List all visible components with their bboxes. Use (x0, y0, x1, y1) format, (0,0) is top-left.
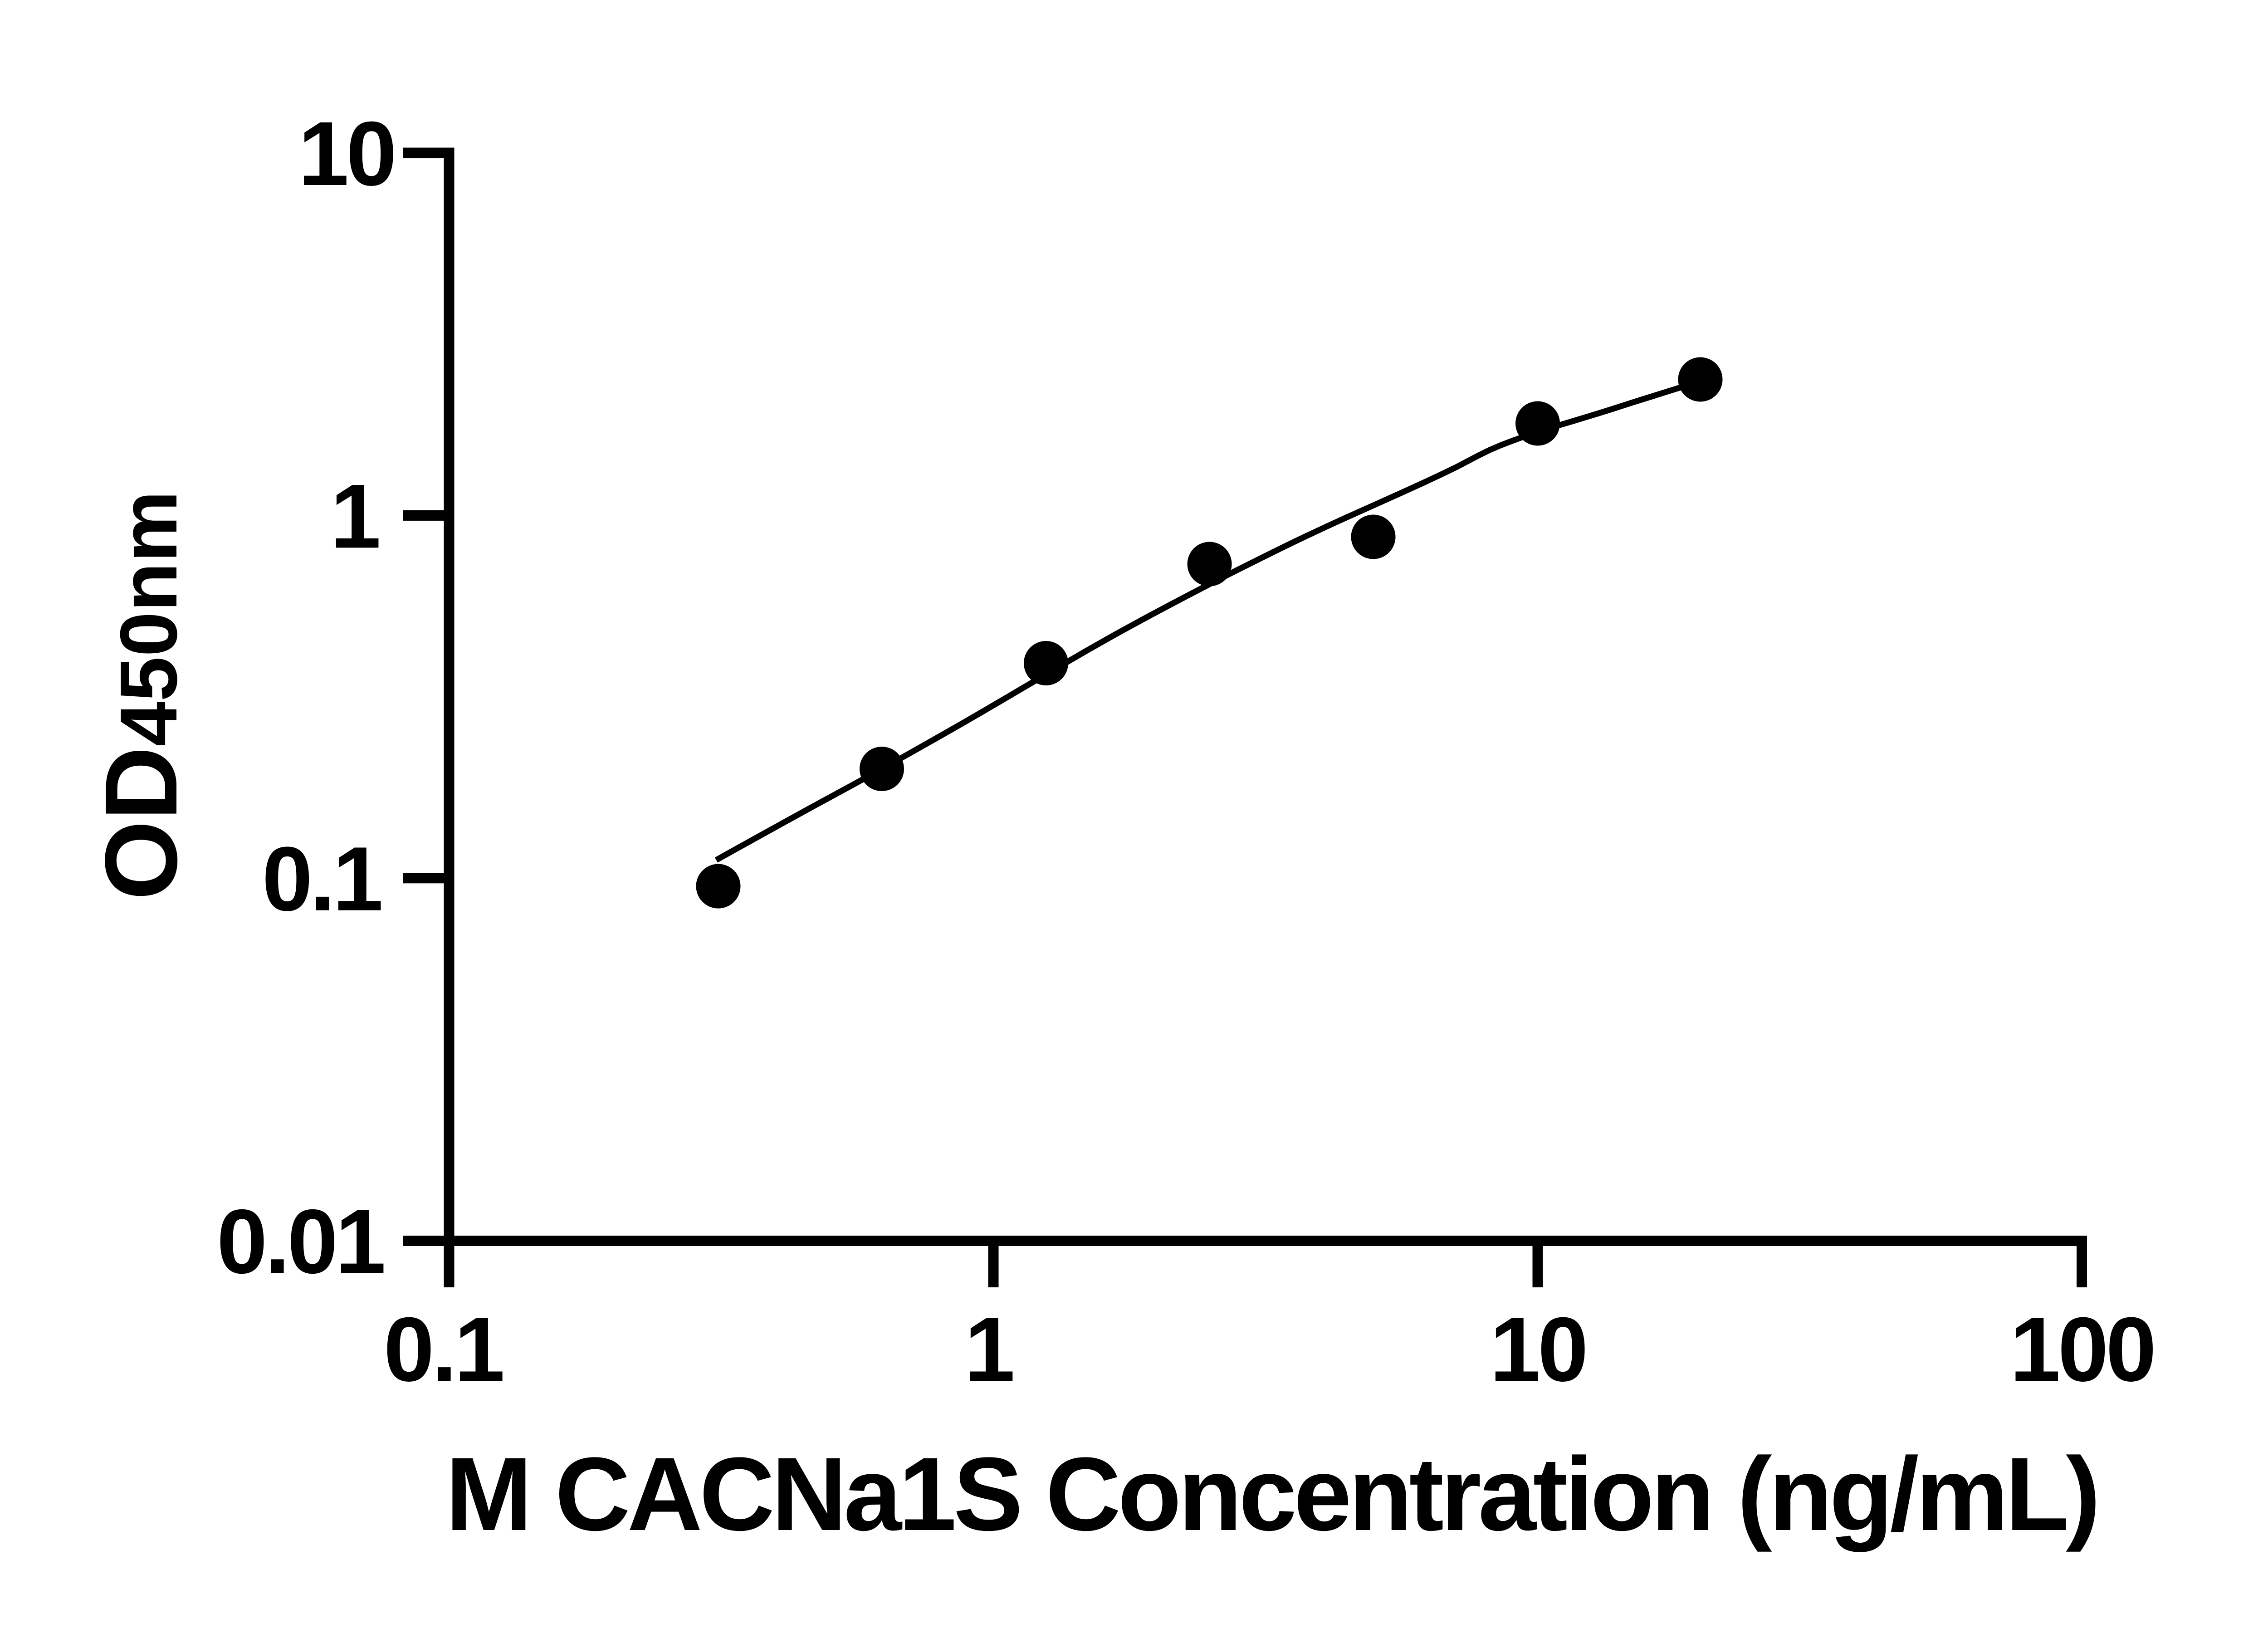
svg-text:1: 1 (964, 1298, 1013, 1400)
svg-text:10: 10 (298, 103, 394, 205)
svg-text:M CACNa1S Concentration (ng/mL: M CACNa1S Concentration (ng/mL) (445, 1436, 2097, 1552)
svg-text:OD450nm: OD450nm (83, 491, 198, 900)
svg-text:0.1: 0.1 (384, 1298, 503, 1400)
svg-text:0.01: 0.01 (217, 1190, 384, 1292)
svg-text:100: 100 (2010, 1298, 2154, 1400)
svg-text:1: 1 (330, 465, 379, 567)
svg-text:10: 10 (1490, 1298, 1586, 1400)
svg-text:0.1: 0.1 (262, 828, 381, 930)
